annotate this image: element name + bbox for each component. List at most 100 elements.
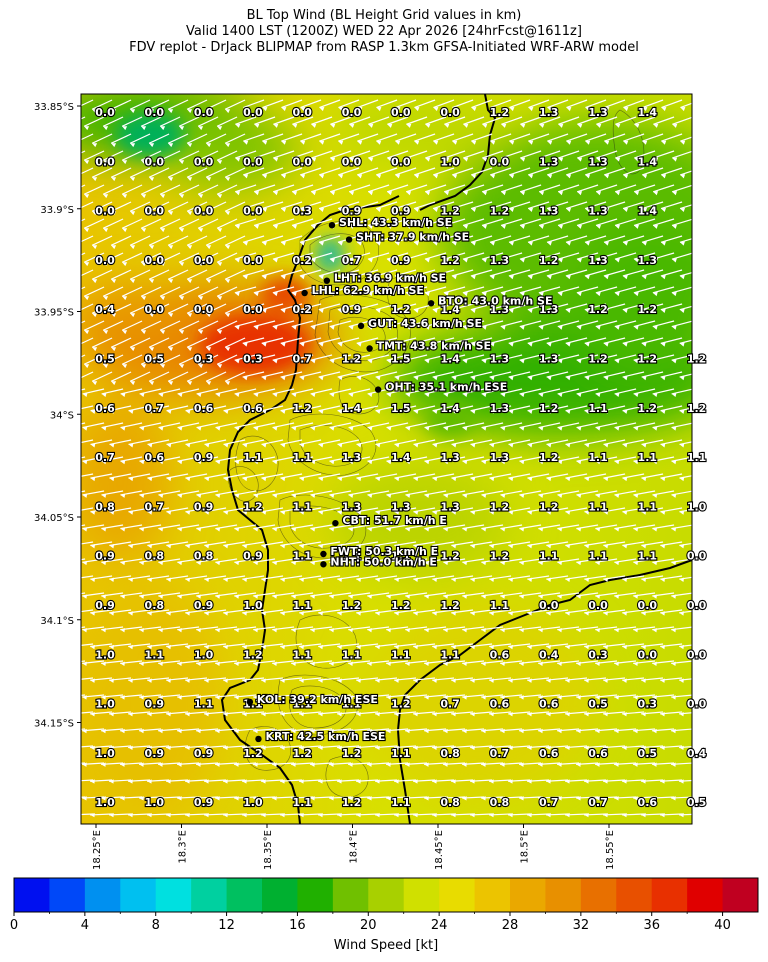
wind-arrow (671, 626, 692, 633)
wind-arrow (470, 371, 493, 381)
grid-value: 1.1 (588, 402, 608, 415)
wind-arrow (197, 320, 219, 335)
wind-arrow (622, 711, 645, 717)
wind-arrow (299, 303, 322, 313)
wind-arrow (81, 133, 94, 141)
wind-arrow (166, 711, 189, 717)
wind-arrow (223, 812, 246, 818)
wind-arrow (622, 575, 645, 582)
wind-arrow (310, 558, 333, 566)
wind-arrow (672, 150, 692, 162)
wind-arrow (520, 150, 542, 162)
wind-arrow (519, 456, 542, 465)
wind-arrow (443, 490, 466, 498)
grid-value: 1.2 (638, 303, 658, 316)
wind-arrow (129, 99, 151, 114)
grid-value: 1.0 (440, 155, 460, 168)
wind-arrow (500, 218, 523, 229)
wind-arrow (641, 643, 664, 650)
wind-arrow (519, 184, 542, 196)
wind-arrow (81, 235, 94, 243)
grid-value: 0.5 (687, 796, 707, 809)
wind-arrow (178, 218, 200, 233)
wind-arrow (470, 575, 493, 582)
wind-arrow (538, 728, 561, 734)
wind-arrow (470, 405, 493, 414)
grid-value: 1.3 (539, 303, 559, 316)
grid-value: 0.9 (194, 451, 214, 464)
wind-arrow (234, 252, 257, 263)
wind-arrow (272, 626, 295, 633)
wind-arrow (546, 201, 569, 213)
wind-arrow (576, 626, 599, 633)
wind-arrow (538, 388, 561, 398)
wind-arrow (452, 99, 474, 112)
wind-arrow (261, 303, 284, 313)
wind-arrow (318, 235, 341, 246)
wind-arrow (261, 507, 284, 515)
wind-arrow (272, 422, 295, 431)
wind-arrow (139, 660, 162, 667)
wind-arrow (679, 271, 692, 280)
wind-arrow (508, 711, 531, 717)
colorbar-tick-label: 28 (502, 918, 519, 933)
wind-arrow (679, 812, 692, 818)
wind-arrow (299, 677, 322, 683)
wind-arrow (215, 762, 238, 767)
wind-arrow (81, 286, 86, 290)
wind-arrow (318, 269, 341, 280)
wind-arrow (101, 558, 124, 566)
wind-arrow (253, 286, 276, 297)
wind-arrow (451, 201, 474, 213)
wind-arrow (557, 388, 580, 398)
wind-arrow (253, 320, 276, 330)
wind-arrow (291, 524, 314, 532)
wind-arrow (596, 116, 618, 128)
wind-arrow (584, 167, 607, 179)
wind-arrow (451, 575, 474, 582)
wind-arrow (462, 354, 485, 364)
wind-arrow (128, 575, 151, 582)
wind-arrow (451, 303, 474, 313)
wind-arrow (101, 728, 124, 734)
wind-arrow (394, 711, 417, 717)
wind-arrow (261, 405, 284, 414)
wind-arrow (603, 303, 626, 313)
wind-arrow (129, 133, 151, 148)
wind-arrow (576, 320, 599, 330)
wind-arrow (261, 711, 284, 717)
grid-value: 0.0 (687, 648, 707, 661)
colorbar-label: Wind Speed [kt] (334, 938, 438, 953)
wind-arrow (139, 796, 162, 801)
wind-arrow (147, 779, 170, 784)
wind-arrow (462, 524, 485, 532)
wind-arrow (462, 184, 485, 196)
wind-arrow (652, 320, 675, 330)
wind-arrow (584, 575, 607, 582)
wind-arrow (470, 609, 493, 616)
wind-arrow (443, 762, 466, 767)
wind-arrow (273, 150, 295, 162)
wind-arrow (215, 694, 238, 700)
wind-arrow (185, 541, 208, 549)
grid-value: 1.5 (391, 353, 411, 366)
wind-arrow (462, 490, 485, 498)
grid-value: 1.2 (440, 254, 460, 267)
station-label: TMT: 43.8 km/h SE (377, 339, 491, 352)
wind-arrow (489, 439, 512, 448)
wind-arrow (299, 575, 322, 582)
colorbar-segment (403, 878, 440, 912)
wind-arrow (185, 575, 208, 582)
wind-arrow (357, 99, 379, 112)
wind-arrow (243, 133, 265, 145)
wind-arrow (527, 439, 550, 448)
wind-arrow (318, 371, 341, 381)
wind-arrow (622, 473, 645, 482)
wind-arrow (204, 473, 227, 482)
wind-arrow (310, 184, 333, 196)
wind-arrow (109, 507, 132, 515)
wind-arrow (81, 337, 94, 345)
grid-value: 1.2 (292, 747, 312, 760)
wind-arrow (394, 337, 417, 347)
wind-arrow (139, 422, 162, 431)
